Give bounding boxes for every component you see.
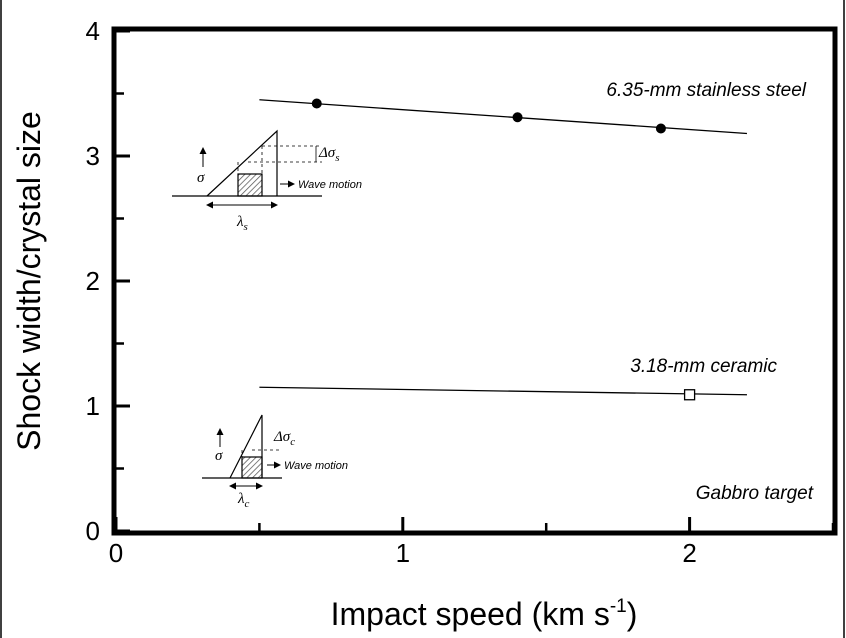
target-label: Gabbro target (696, 483, 814, 504)
inset-steel: σ Δσs Wave motion λs (172, 129, 362, 233)
inset-steel-sigma: σ (197, 170, 205, 186)
y-tick-label: 2 (86, 266, 100, 296)
data-point-steel (655, 123, 666, 134)
inset-ceramic-wave: Wave motion (284, 460, 348, 472)
inset-steel-delta: Δσs (318, 145, 339, 164)
tick-labels: 0 1 2 0 1 2 3 4 (86, 16, 697, 568)
series-label-ceramic: 3.18-mm ceramic (630, 356, 777, 377)
plot-frame (111, 26, 838, 536)
inset-ceramic-sigma: σ (215, 448, 223, 464)
inset-steel-lambda: λs (236, 214, 248, 233)
inset-ceramic-crystal (241, 456, 263, 479)
axis-ticks (114, 29, 835, 533)
series-label-steel: 6.35-mm stainless steel (606, 80, 806, 101)
series-line-1 (259, 386, 747, 396)
data-point-steel (311, 98, 322, 109)
x-axis-title: Impact speed (km s-1) (331, 596, 638, 632)
x-tick-label: 2 (682, 538, 696, 568)
y-tick-label: 4 (86, 16, 100, 46)
inset-steel-profile (206, 129, 278, 197)
inset-steel-wave: Wave motion (298, 179, 362, 191)
inset-ceramic-delta: Δσc (273, 429, 295, 448)
series-line-0 (259, 99, 748, 135)
inset-ceramic-lambda: λc (237, 491, 250, 510)
series-points (311, 98, 696, 401)
inset-steel-crystal (237, 173, 263, 197)
data-point-steel (512, 112, 523, 123)
y-tick-label: 1 (86, 391, 100, 421)
inset-ceramic: σ Δσc Wave motion λc (202, 414, 348, 510)
y-axis-title: Shock width/crystal size (11, 111, 47, 451)
x-tick-label: 1 (396, 538, 410, 568)
y-tick-label: 0 (86, 516, 100, 546)
y-tick-label: 3 (86, 141, 100, 171)
data-point-ceramic (683, 389, 696, 401)
x-tick-label: 0 (109, 538, 123, 568)
series-lines (259, 99, 748, 396)
